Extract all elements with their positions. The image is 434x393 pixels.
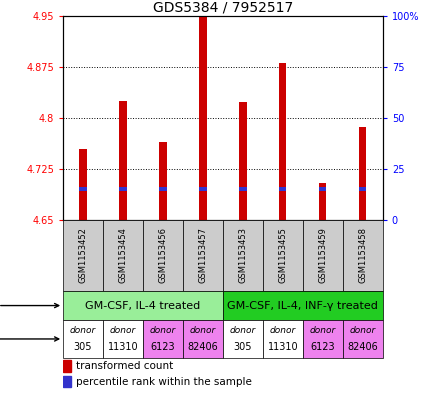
Bar — [159, 187, 166, 191]
Bar — [63, 376, 71, 387]
Text: 305: 305 — [233, 342, 252, 352]
Bar — [63, 291, 223, 320]
Bar — [342, 320, 382, 358]
Bar — [262, 220, 302, 291]
Bar — [319, 183, 326, 220]
Text: percentile rank within the sample: percentile rank within the sample — [76, 376, 251, 387]
Text: 305: 305 — [74, 342, 92, 352]
Text: GSM1153455: GSM1153455 — [278, 228, 287, 283]
Bar — [119, 101, 126, 220]
Text: 11310: 11310 — [267, 342, 298, 352]
Bar — [103, 320, 143, 358]
Text: donor: donor — [150, 326, 176, 335]
Title: GDS5384 / 7952517: GDS5384 / 7952517 — [152, 0, 293, 15]
Bar — [302, 320, 342, 358]
Bar — [79, 187, 86, 191]
Text: donor: donor — [349, 326, 375, 335]
Bar — [279, 63, 286, 220]
Bar — [159, 142, 166, 220]
Bar — [183, 320, 222, 358]
Text: protocol: protocol — [0, 301, 59, 310]
Text: donor: donor — [110, 326, 136, 335]
Text: 11310: 11310 — [108, 342, 138, 352]
Bar — [199, 187, 206, 191]
Bar — [103, 220, 143, 291]
Text: donor: donor — [269, 326, 295, 335]
Bar — [262, 320, 302, 358]
Text: GSM1153453: GSM1153453 — [238, 228, 247, 283]
Bar — [223, 291, 382, 320]
Bar — [143, 320, 183, 358]
Text: individual: individual — [0, 334, 59, 344]
Text: GM-CSF, IL-4, INF-γ treated: GM-CSF, IL-4, INF-γ treated — [227, 301, 378, 310]
Bar — [223, 320, 262, 358]
Bar — [199, 17, 206, 220]
Bar — [342, 220, 382, 291]
Text: donor: donor — [309, 326, 335, 335]
Text: 6123: 6123 — [150, 342, 175, 352]
Bar — [319, 187, 326, 191]
Text: donor: donor — [229, 326, 256, 335]
Bar — [119, 187, 126, 191]
Text: 82406: 82406 — [187, 342, 218, 352]
Text: GSM1153458: GSM1153458 — [358, 228, 366, 283]
Bar — [302, 220, 342, 291]
Bar — [239, 187, 246, 191]
Text: GM-CSF, IL-4 treated: GM-CSF, IL-4 treated — [85, 301, 200, 310]
Bar — [358, 127, 365, 220]
Text: GSM1153459: GSM1153459 — [318, 228, 327, 283]
Text: GSM1153456: GSM1153456 — [158, 228, 167, 283]
Bar — [63, 320, 103, 358]
Bar — [223, 220, 262, 291]
Text: donor: donor — [70, 326, 96, 335]
Bar — [143, 220, 183, 291]
Text: 6123: 6123 — [310, 342, 334, 352]
Bar — [63, 360, 71, 372]
Text: donor: donor — [189, 326, 216, 335]
Text: GSM1153457: GSM1153457 — [198, 228, 207, 283]
Text: 82406: 82406 — [347, 342, 377, 352]
Bar — [358, 187, 365, 191]
Bar — [79, 149, 86, 220]
Bar — [183, 220, 222, 291]
Bar — [279, 187, 286, 191]
Text: GSM1153454: GSM1153454 — [118, 228, 127, 283]
Text: transformed count: transformed count — [76, 361, 173, 371]
Bar — [239, 102, 246, 220]
Text: GSM1153452: GSM1153452 — [79, 228, 87, 283]
Bar — [63, 220, 103, 291]
